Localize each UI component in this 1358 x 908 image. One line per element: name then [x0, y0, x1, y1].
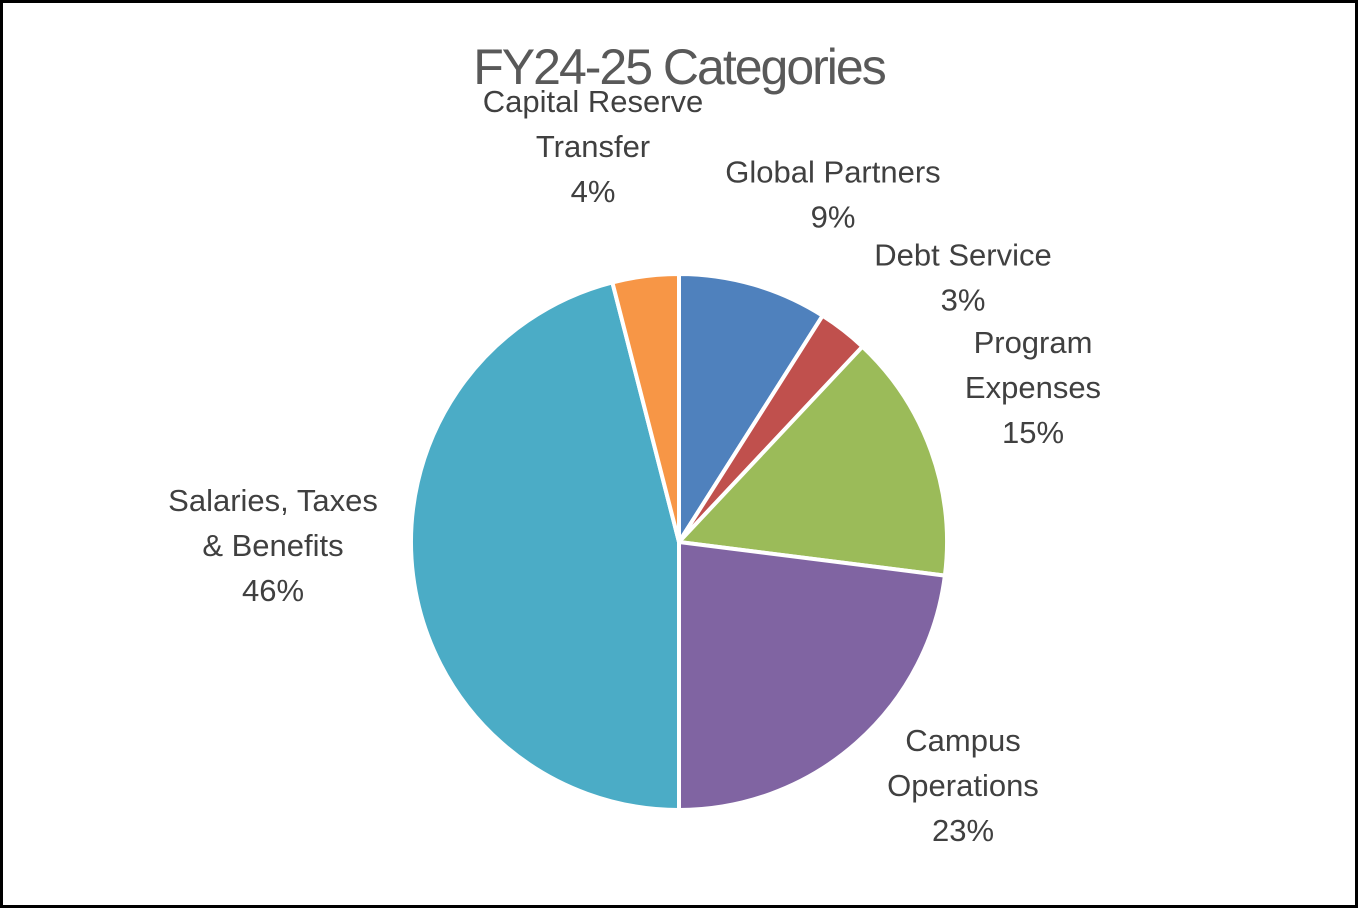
data-label-program-expenses: Program Expenses 15% [965, 325, 1101, 450]
data-label-debt-service: Debt Service 3% [874, 238, 1051, 318]
data-label-capital-reserve-transfer: Capital Reserve Transfer 4% [483, 84, 704, 209]
pie-slice-campus-operations [677, 540, 947, 812]
pie-slice-program-expenses [677, 344, 949, 578]
data-label-salaries-taxes-benefits: Salaries, Taxes & Benefits 46% [168, 483, 378, 608]
pie-slice-capital-reserve-transfer [610, 272, 681, 544]
data-label-global-partners: Global Partners 9% [725, 155, 940, 235]
pie-slice-salaries-taxes-benefits [409, 280, 681, 812]
data-label-campus-operations: Campus Operations 23% [887, 723, 1039, 848]
chart-title: FY24-25 Categories [473, 39, 886, 95]
pie-slice-global-partners [677, 272, 825, 544]
